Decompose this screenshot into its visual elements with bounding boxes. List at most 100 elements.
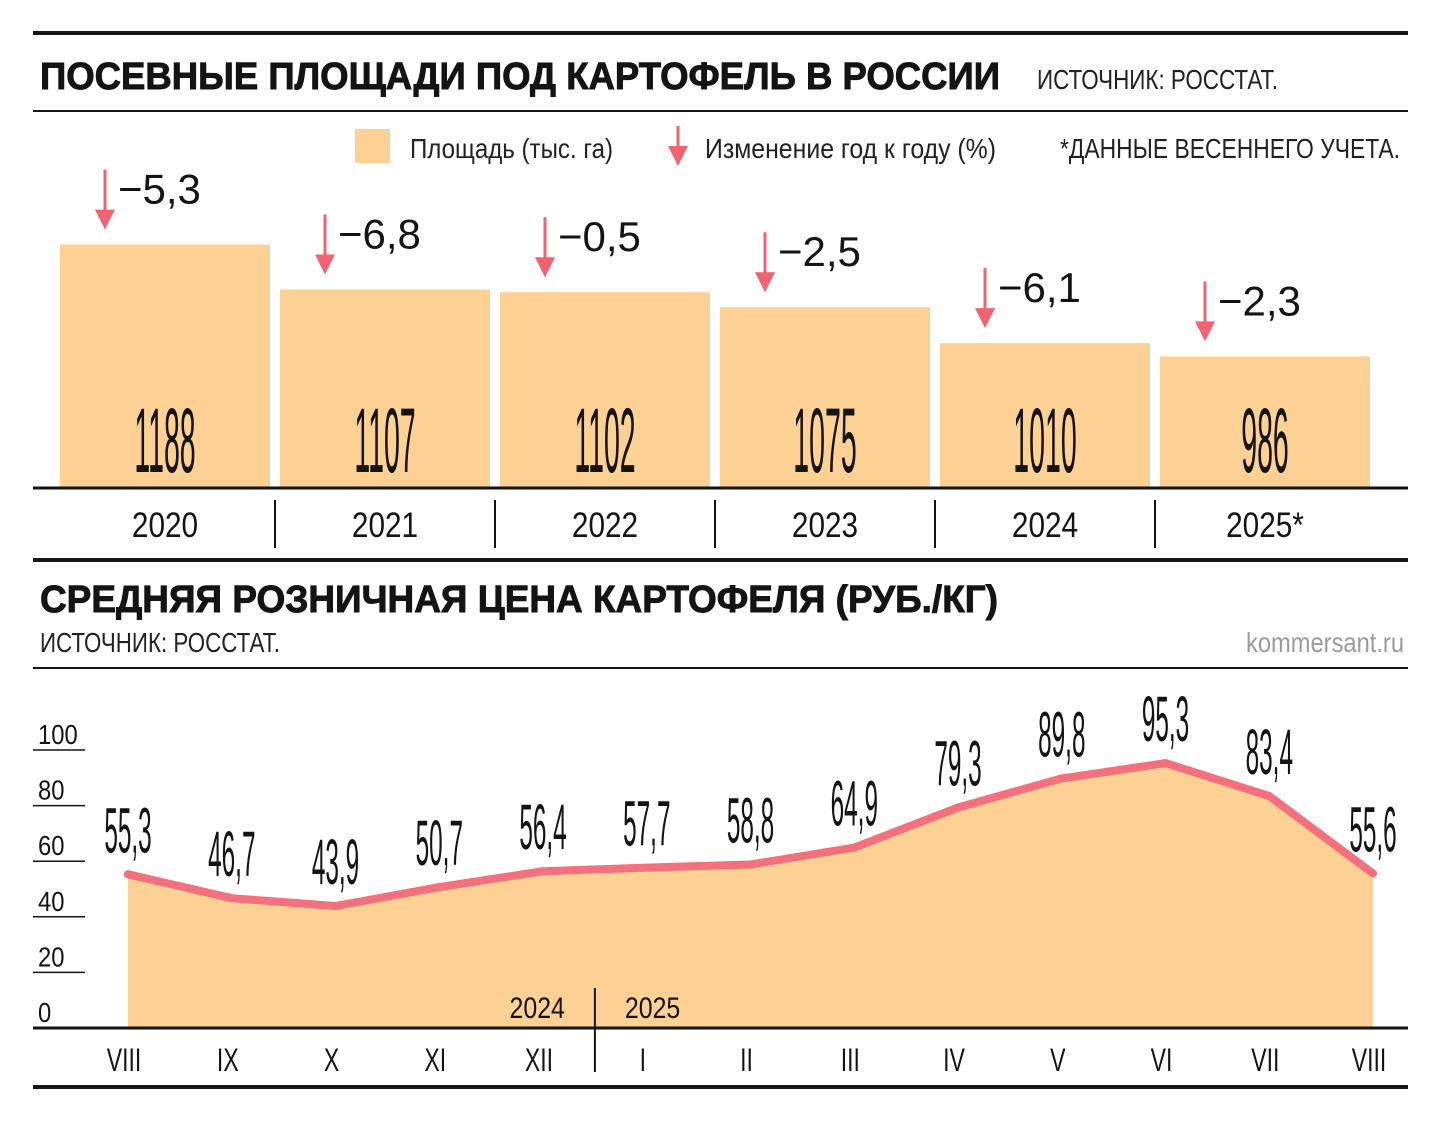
bar-value-label-2021: 1107 — [354, 390, 415, 493]
area-chart-title: ПОСЕВНЫЕ ПЛОЩАДИ ПОД КАРТОФЕЛЬ В РОССИИ — [40, 56, 1000, 98]
arrow-head — [668, 146, 688, 166]
down-arrow-icon — [315, 214, 335, 275]
price-area — [128, 763, 1373, 1028]
month-label: XI — [424, 1042, 446, 1078]
price-label: 89,8 — [1038, 700, 1085, 771]
y-tick-label: 40 — [38, 885, 64, 917]
bar-2025 — [1160, 356, 1370, 487]
y-tick-label: 20 — [38, 941, 64, 973]
arrow-head — [1195, 321, 1215, 342]
arrow-head — [95, 209, 115, 230]
year-label-2023: 2023 — [792, 506, 858, 545]
change-label-2022: −0,5 — [558, 213, 641, 260]
month-label: X — [324, 1042, 339, 1078]
month-label: III — [841, 1042, 860, 1078]
down-arrow-icon — [1195, 281, 1215, 342]
price-label: 46,7 — [208, 819, 255, 890]
year-label-2025: 2025* — [1226, 506, 1304, 545]
legend-label-change: Изменение год к году (%) — [705, 133, 996, 164]
price-chart-title: СРЕДНЯЯ РОЗНИЧНАЯ ЦЕНА КАРТОФЕЛЯ (РУБ./К… — [40, 579, 998, 621]
legend-label-area: Площадь (тыс. га) — [410, 133, 613, 164]
down-arrow-icon — [975, 268, 995, 329]
bar-2020 — [60, 244, 270, 487]
bar-value-label-2023: 1075 — [793, 390, 856, 493]
price-label: 43,9 — [312, 827, 359, 898]
legend-swatch-area — [355, 129, 390, 163]
credit-text: kommersant.ru — [1246, 627, 1404, 658]
price-area-chart: 0 20 40 60 80 100 55,3 46,7 43,9 50,7 56,4 57,7 58,8… — [33, 684, 1397, 1078]
bar-2021 — [280, 289, 490, 487]
down-arrow-icon — [535, 217, 555, 278]
bar-2023 — [720, 307, 930, 487]
month-label: VIII — [1352, 1042, 1387, 1078]
year-label-2021: 2021 — [352, 506, 418, 545]
price-point — [1161, 759, 1170, 768]
period-label-2025: 2025 — [625, 991, 680, 1025]
change-label-2021: −6,8 — [338, 211, 421, 258]
price-point — [124, 870, 132, 879]
bar-value-label-2022: 1102 — [574, 390, 635, 493]
price-point — [331, 902, 340, 910]
month-label: V — [1050, 1042, 1066, 1078]
y-tick-label: 60 — [38, 829, 64, 861]
y-tick-label: 0 — [38, 996, 51, 1028]
bar-value-label-2020: 1188 — [134, 390, 195, 493]
month-label: II — [740, 1042, 753, 1078]
down-arrow-icon — [668, 126, 688, 166]
price-point — [642, 863, 651, 872]
price-point — [1369, 869, 1377, 878]
arrow-head — [755, 272, 775, 293]
price-point — [539, 867, 547, 876]
year-label-2020: 2020 — [132, 506, 198, 545]
area-chart-source: ИСТОЧНИК: РОССТАТ. — [1037, 64, 1278, 95]
price-label: 95,3 — [1142, 684, 1189, 755]
footnote: *ДАННЫЕ ВЕСЕННЕГО УЧЕТА. — [1060, 133, 1400, 164]
price-point — [746, 860, 755, 869]
arrow-head — [975, 308, 995, 329]
area-bar-chart: 1188 −5,3 2020 1107 −6,8 2021 1102 −0,5 2022 1075… — [60, 166, 1370, 548]
month-label: I — [640, 1042, 646, 1078]
month-label: VIII — [107, 1042, 142, 1078]
y-tick-label: 100 — [38, 718, 78, 750]
arrow-head — [315, 254, 335, 275]
month-label: VII — [1251, 1042, 1279, 1078]
y-tick-label: 80 — [38, 774, 64, 806]
down-arrow-icon — [755, 232, 775, 293]
price-label: 55,6 — [1349, 795, 1396, 866]
bar-2022 — [500, 292, 710, 487]
bar-value-label-2025: 986 — [1241, 390, 1289, 493]
price-point — [227, 894, 236, 903]
price-label: 64,9 — [831, 769, 878, 840]
change-label-2025: −2,3 — [1218, 277, 1301, 324]
bar-2024 — [940, 343, 1150, 487]
month-label: XII — [525, 1042, 553, 1078]
month-label: VI — [1151, 1042, 1173, 1078]
month-label: IV — [943, 1042, 965, 1078]
price-label: 83,4 — [1246, 717, 1293, 788]
price-point — [1057, 774, 1066, 783]
year-label-2022: 2022 — [572, 506, 638, 545]
change-label-2023: −2,5 — [778, 228, 861, 275]
price-chart-source: ИСТОЧНИК: РОССТАТ. — [40, 627, 280, 658]
month-label: IX — [217, 1042, 239, 1078]
price-point — [954, 803, 962, 812]
bar-value-label-2024: 1010 — [1013, 390, 1076, 493]
change-label-2020: −5,3 — [118, 166, 201, 213]
price-point — [1265, 792, 1274, 801]
price-label: 58,8 — [727, 786, 774, 857]
arrow-head — [535, 257, 555, 278]
price-label: 55,3 — [104, 795, 151, 866]
rules — [33, 31, 1408, 1089]
price-label: 79,3 — [934, 729, 981, 800]
price-label: 57,7 — [623, 789, 670, 860]
price-label: 56,4 — [519, 792, 566, 863]
legend: Площадь (тыс. га) Изменение год к году (… — [355, 126, 1400, 166]
price-point — [435, 883, 444, 892]
year-label-2024: 2024 — [1012, 506, 1078, 545]
period-label-2024: 2024 — [510, 991, 565, 1025]
down-arrow-icon — [95, 169, 115, 230]
price-point — [850, 843, 859, 852]
change-label-2024: −6,1 — [998, 264, 1081, 311]
price-label: 50,7 — [416, 808, 463, 879]
